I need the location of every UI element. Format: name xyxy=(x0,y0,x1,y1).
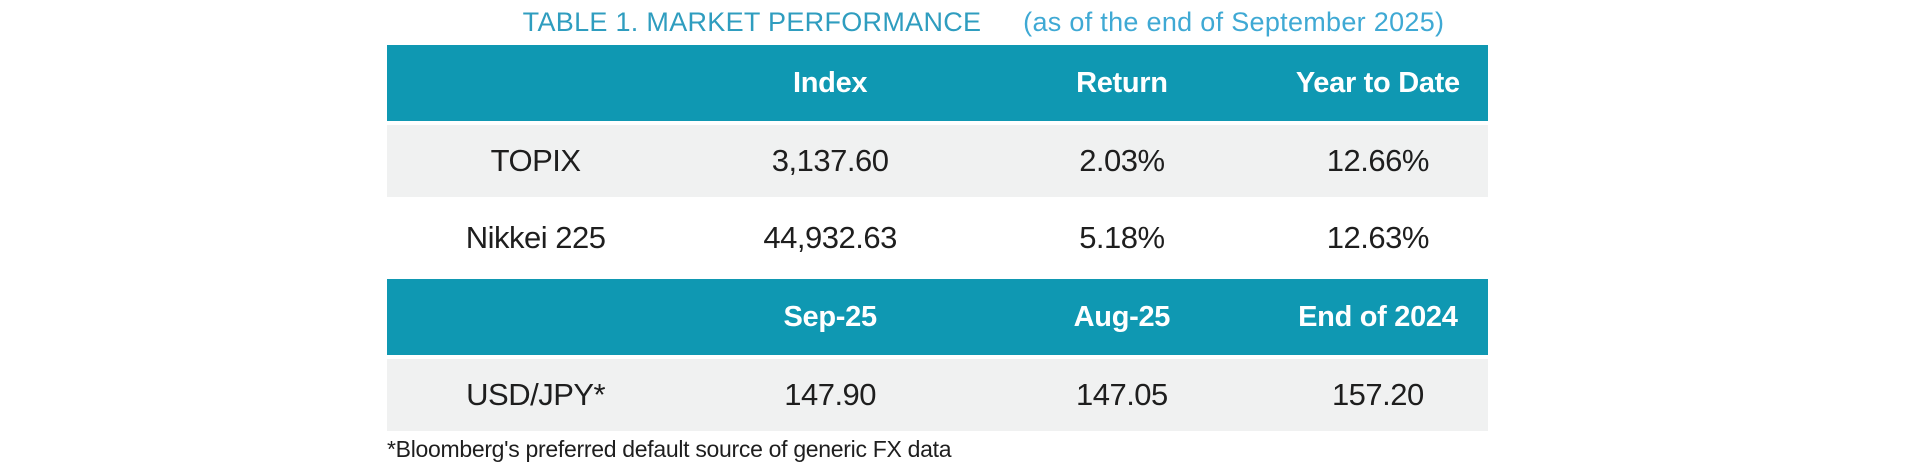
footnote: *Bloomberg's preferred default source of… xyxy=(387,436,952,462)
header-cell-blank xyxy=(387,45,684,121)
row-label: TOPIX xyxy=(490,143,581,178)
header-cell-end-of-2024: End of 2024 xyxy=(1298,300,1458,333)
end-of-2024-value: 157.20 xyxy=(1331,377,1424,412)
index-header-row: Index Return Year to Date xyxy=(387,45,1488,121)
return-value: 2.03% xyxy=(1079,143,1165,178)
aug-25-value: 147.05 xyxy=(1075,377,1168,412)
ytd-value: 12.66% xyxy=(1326,143,1430,178)
return-value: 5.18% xyxy=(1079,220,1165,255)
table-row-usd-jpy: USD/JPY* 147.90 147.05 157.20 xyxy=(387,359,1488,431)
header-cell-year-to-date: Year to Date xyxy=(1295,66,1460,99)
table-title-main: TABLE 1. MARKET PERFORMANCE xyxy=(522,7,982,37)
table-title-subtitle: (as of the end of September 2025) xyxy=(1023,7,1445,37)
header-cell-sep-25: Sep-25 xyxy=(783,300,877,333)
header-cell-aug-25: Aug-25 xyxy=(1073,300,1171,333)
market-performance-table: Index Return Year to Date TOPIX 3,137.60… xyxy=(387,45,1488,436)
index-value: 3,137.60 xyxy=(771,143,889,178)
sep-25-value: 147.90 xyxy=(784,377,877,412)
table-row-nikkei-225: Nikkei 225 44,932.63 5.18% 12.63% xyxy=(387,202,1488,274)
table-title: TABLE 1. MARKET PERFORMANCE (as of the e… xyxy=(387,7,1488,38)
ytd-value: 12.63% xyxy=(1326,220,1430,255)
row-label: USD/JPY* xyxy=(466,377,606,412)
header-cell-blank xyxy=(387,279,684,355)
row-label: Nikkei 225 xyxy=(465,220,606,255)
header-cell-index: Index xyxy=(793,66,868,99)
table-row-topix: TOPIX 3,137.60 2.03% 12.66% xyxy=(387,125,1488,197)
header-cell-return: Return xyxy=(1076,66,1168,99)
index-value: 44,932.63 xyxy=(763,220,897,255)
fx-header-row: Sep-25 Aug-25 End of 2024 xyxy=(387,279,1488,355)
